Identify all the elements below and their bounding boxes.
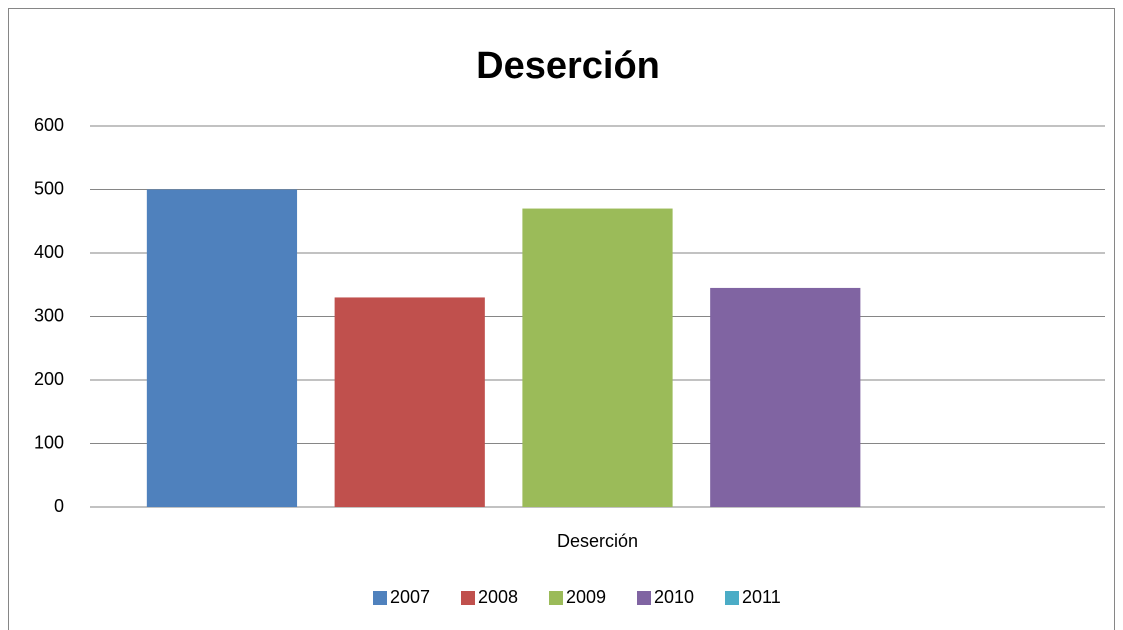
y-tick-label: 300: [34, 305, 64, 325]
legend-swatch: [373, 591, 387, 605]
chart-title: Deserción: [476, 45, 660, 87]
legend-swatch: [725, 591, 739, 605]
y-tick-label: 100: [34, 432, 64, 452]
legend-label: 2011: [742, 587, 781, 607]
bar: [146, 189, 298, 507]
legend-label: 2010: [654, 587, 694, 607]
legend-label: 2008: [478, 587, 518, 607]
y-tick-label: 0: [54, 496, 64, 516]
y-tick-label: 600: [34, 115, 64, 135]
y-tick-label: 500: [34, 178, 64, 198]
legend-swatch: [549, 591, 563, 605]
legend-swatch: [637, 591, 651, 605]
legend-label: 2007: [390, 587, 430, 607]
bar: [710, 287, 861, 507]
legend-swatch: [461, 591, 475, 605]
bar: [334, 297, 485, 507]
y-tick-label: 400: [34, 242, 64, 262]
y-tick-label: 200: [34, 369, 64, 389]
legend-label: 2009: [566, 587, 606, 607]
x-tick-label: Deserción: [557, 531, 638, 551]
bar: [522, 208, 673, 508]
